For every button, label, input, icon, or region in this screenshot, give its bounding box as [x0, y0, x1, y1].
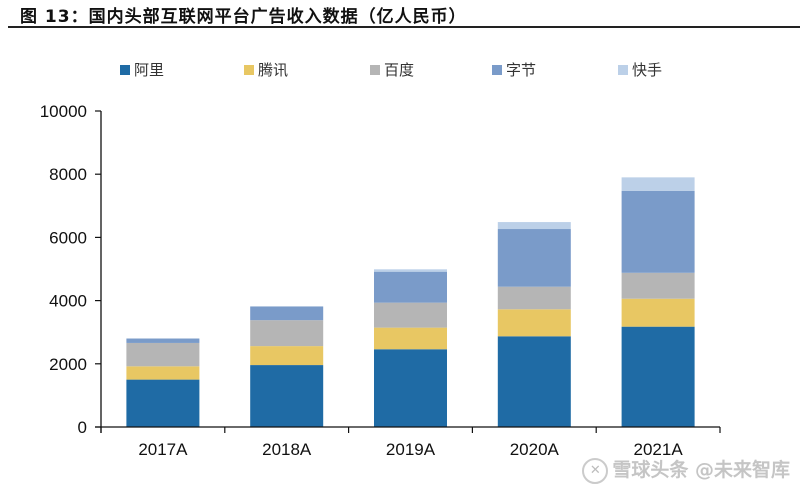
x-tick-label: 2018A: [262, 440, 312, 459]
legend-swatch-icon: [370, 64, 380, 75]
figure-title: 图 13：国内头部互联网平台广告收入数据（亿人民币）: [20, 7, 467, 27]
bar-segment-2018A-阿里: [250, 365, 324, 427]
y-tick-label: 4000: [49, 292, 87, 311]
bar-segment-2021A-快手: [621, 177, 695, 191]
bar-segment-2019A-快手: [374, 269, 447, 272]
bars-group: [126, 177, 695, 427]
legend-swatch-icon: [244, 64, 254, 75]
legend-item-字节: 字节: [492, 59, 536, 80]
bar-segment-2020A-字节: [497, 229, 571, 287]
bar-segment-2020A-百度: [497, 286, 571, 310]
bar-segment-2018A-字节: [250, 306, 324, 321]
x-tick-label: 2020A: [510, 440, 560, 459]
y-tick-label: 2000: [49, 355, 87, 374]
bar-segment-2017A-阿里: [126, 379, 200, 427]
bar-segment-2021A-百度: [621, 272, 695, 299]
bar-segment-2019A-腾讯: [374, 327, 447, 350]
bar-segment-2019A-百度: [374, 302, 447, 328]
y-tick-label: 10000: [40, 102, 87, 121]
axes-group: 2017A 2018A 2019A 2020A 2021A 0 2000 4000 6000 80…: [40, 102, 721, 459]
bar-segment-2019A-阿里: [374, 349, 447, 427]
legend-label: 字节: [506, 61, 537, 79]
legend-swatch-icon: [120, 64, 130, 75]
chart-legend: 阿里 腾讯 百度 字节 快手: [0, 59, 800, 81]
legend-item-阿里: 阿里: [120, 59, 164, 80]
y-tick-label: 0: [78, 418, 87, 437]
bar-segment-2017A-腾讯: [126, 366, 200, 380]
bar-segment-2018A-腾讯: [250, 346, 324, 366]
legend-label: 百度: [384, 61, 415, 79]
bar-segment-2019A-字节: [374, 271, 447, 303]
x-tick-label: 2019A: [386, 440, 436, 459]
y-tick-label: 8000: [49, 165, 87, 184]
legend-label: 阿里: [134, 61, 165, 79]
y-tick-label: 6000: [49, 228, 87, 247]
bar-segment-2017A-百度: [126, 342, 200, 367]
title-divider: [8, 26, 800, 28]
bar-segment-2021A-腾讯: [621, 298, 695, 327]
bar-segment-2021A-阿里: [621, 326, 695, 427]
x-tick-label: 2017A: [138, 440, 188, 459]
bar-segment-2020A-快手: [497, 222, 571, 230]
bar-segment-2021A-字节: [621, 190, 695, 273]
watermark: ✕ 雪球头条 @未来智库: [582, 455, 790, 484]
bar-segment-2020A-腾讯: [497, 309, 571, 337]
legend-swatch-icon: [492, 64, 502, 75]
watermark-text: 雪球头条 @未来智库: [612, 459, 790, 481]
bar-segment-2018A-百度: [250, 320, 324, 347]
legend-swatch-icon: [618, 64, 628, 75]
legend-item-快手: 快手: [618, 59, 662, 80]
bar-segment-2017A-字节: [126, 338, 200, 343]
legend-label: 快手: [632, 61, 663, 79]
x-tick-label: 2021A: [634, 440, 684, 459]
bar-segment-2020A-阿里: [497, 336, 571, 427]
legend-label: 腾讯: [258, 61, 289, 79]
watermark-logo-icon: ✕: [582, 457, 609, 484]
legend-item-腾讯: 腾讯: [244, 59, 288, 80]
legend-item-百度: 百度: [370, 59, 414, 80]
